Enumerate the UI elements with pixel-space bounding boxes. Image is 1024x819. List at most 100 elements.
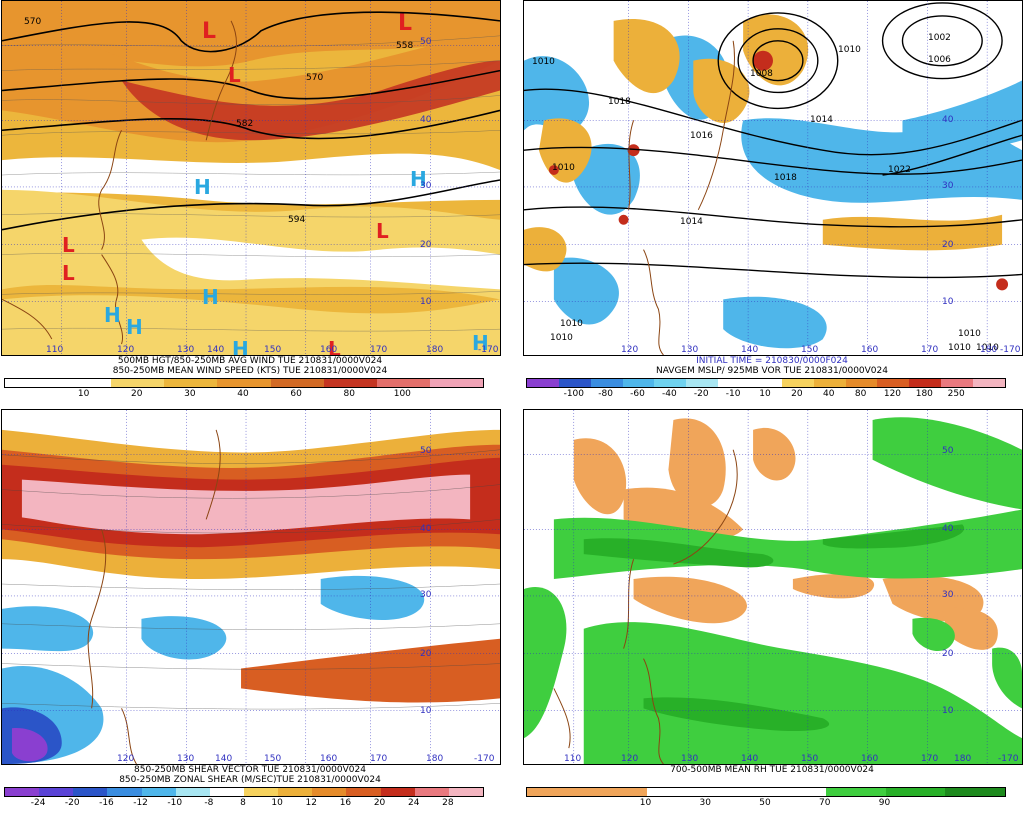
low-pressure-marker: L	[62, 233, 75, 257]
colorbar-swatch	[654, 379, 687, 387]
map-zonal-shear: 50 40 30 20 10 120 130 140 150 160 170 1…	[1, 409, 501, 765]
lon-label: 110	[564, 754, 582, 764]
lat-label: 40	[942, 115, 954, 125]
rh-field	[524, 410, 1022, 764]
lon-label: -170	[478, 345, 499, 355]
colorbar-swatch	[706, 788, 766, 796]
lon-label: 180	[980, 345, 998, 355]
colorbar	[4, 787, 484, 797]
colorbar-tick-label: 180	[915, 389, 933, 399]
lat-label: 20	[420, 240, 432, 250]
panel-caption-line-2: NAVGEM MSLP/ 925MB VOR TUE 210831/0000V0…	[655, 366, 888, 376]
colorbar-tick-label: 40	[237, 389, 249, 399]
lon-label: 120	[621, 754, 639, 764]
lat-label: 40	[420, 524, 432, 534]
colorbar-tick-label: 28	[442, 798, 454, 808]
isobar-label: 1008	[750, 69, 773, 79]
map-wind-speed: 570 558 570 582 594 L L L L L H H H H H …	[1, 0, 501, 356]
low-pressure-marker: L	[376, 219, 389, 243]
panel-zonal-shear: 50 40 30 20 10 120 130 140 150 160 170 1…	[0, 409, 502, 819]
colorbar-tick-label: -10	[167, 798, 183, 808]
colorbar-swatch	[945, 788, 1005, 796]
high-pressure-marker: H	[232, 337, 249, 356]
colorbar-tick-label: 50	[759, 798, 771, 808]
lon-label: 160	[861, 754, 879, 764]
colorbar-swatch	[209, 788, 244, 796]
isobar-label: 1016	[690, 131, 713, 141]
low-pressure-marker: L	[202, 19, 217, 44]
lon-label: 180	[426, 345, 444, 355]
lon-label: 160	[320, 345, 338, 355]
colorbar-swatch	[527, 788, 587, 796]
map-mean-rh: 50 40 30 20 10 110 120 130 140 150 160 1…	[523, 409, 1023, 765]
colorbar	[4, 378, 484, 388]
lon-label: 140	[741, 345, 759, 355]
isobar-label: 1010	[976, 343, 999, 353]
low-pressure-marker: L	[228, 63, 241, 87]
colorbar-ticks: -100 -80 -60 -40 -20 -10 10 20 40 80 120 180 250	[526, 389, 1004, 401]
lat-label: 30	[942, 590, 954, 600]
colorbar-tick-label: 40	[822, 389, 835, 399]
colorbar-swatch	[766, 788, 826, 796]
colorbar-swatch	[312, 788, 347, 796]
high-pressure-marker: H	[472, 331, 489, 355]
colorbar-swatch	[414, 788, 449, 796]
isobar-label: 1010	[838, 45, 861, 55]
lon-label: 150	[264, 754, 282, 764]
low-pressure-marker: L	[62, 261, 75, 285]
contour-label: 570	[24, 17, 42, 27]
lon-label: 140	[215, 754, 233, 764]
panel-caption-line-1: 700-500MB MEAN RH TUE 210831/0000V024	[670, 765, 874, 775]
high-pressure-marker: H	[410, 167, 427, 191]
lon-label: 150	[264, 345, 282, 355]
colorbar-tick-label: -10	[725, 389, 741, 399]
isobar-label: 1010	[958, 329, 981, 339]
colorbar-ticks: 10 30 50 70 90	[526, 798, 1004, 810]
colorbar-swatch	[622, 379, 655, 387]
colorbar-tick-label: 24	[407, 798, 420, 808]
low-pressure-marker: L	[398, 11, 413, 36]
lon-label: 140	[741, 754, 759, 764]
colorbar	[526, 378, 1006, 388]
colorbar-swatch	[270, 379, 324, 387]
colorbar-swatch	[825, 788, 886, 796]
colorbar-swatch	[323, 379, 377, 387]
colorbar-tick-label: -20	[64, 798, 80, 808]
contour-label: 570	[306, 73, 324, 83]
colorbar-tick-label: 80	[343, 389, 355, 399]
lon-label: 130	[681, 345, 699, 355]
lon-label: 120	[621, 345, 639, 355]
lat-label: 10	[420, 297, 432, 307]
colorbar-swatch	[448, 788, 483, 796]
lon-label: 140	[207, 345, 225, 355]
isobar-label: 1022	[888, 165, 911, 175]
lat-label: 20	[942, 649, 954, 659]
colorbar-tick-label: 12	[305, 798, 318, 808]
contour-label: 594	[288, 215, 306, 225]
colorbar-tick-label: 90	[878, 798, 891, 808]
panel-caption-line-2: 850-250MB MEAN WIND SPEED (KTS) TUE 2108…	[112, 366, 388, 376]
isobar-label: 1006	[928, 55, 951, 65]
lon-label: 110	[46, 345, 64, 355]
colorbar-swatch	[781, 379, 814, 387]
isobar-label: 1010	[552, 163, 575, 173]
isobar-label: 1018	[608, 97, 631, 107]
contour-label: 558	[396, 41, 414, 51]
panel-caption-line-2: 850-250MB ZONAL SHEAR (M/SEC)TUE 210831/…	[119, 775, 381, 785]
colorbar-swatch	[590, 379, 623, 387]
high-pressure-marker: H	[194, 175, 211, 199]
isobar-label: 1014	[680, 217, 703, 227]
colorbar-swatch	[5, 788, 40, 796]
colorbar-tick-label: 250	[947, 389, 965, 399]
lon-label: -170	[1000, 345, 1021, 355]
colorbar-tick-label: 8	[240, 798, 246, 808]
wind-speed-field	[2, 1, 500, 355]
colorbar-tick-label: 10	[77, 389, 90, 399]
colorbar-tick-label: -100	[563, 389, 585, 399]
colorbar-tick-label: 20	[373, 798, 386, 808]
lat-label: 30	[420, 590, 432, 600]
colorbar-tick-label: 10	[271, 798, 283, 808]
lon-label: 130	[177, 345, 195, 355]
colorbar-swatch	[718, 379, 751, 387]
colorbar-tick-label: -16	[99, 798, 114, 808]
